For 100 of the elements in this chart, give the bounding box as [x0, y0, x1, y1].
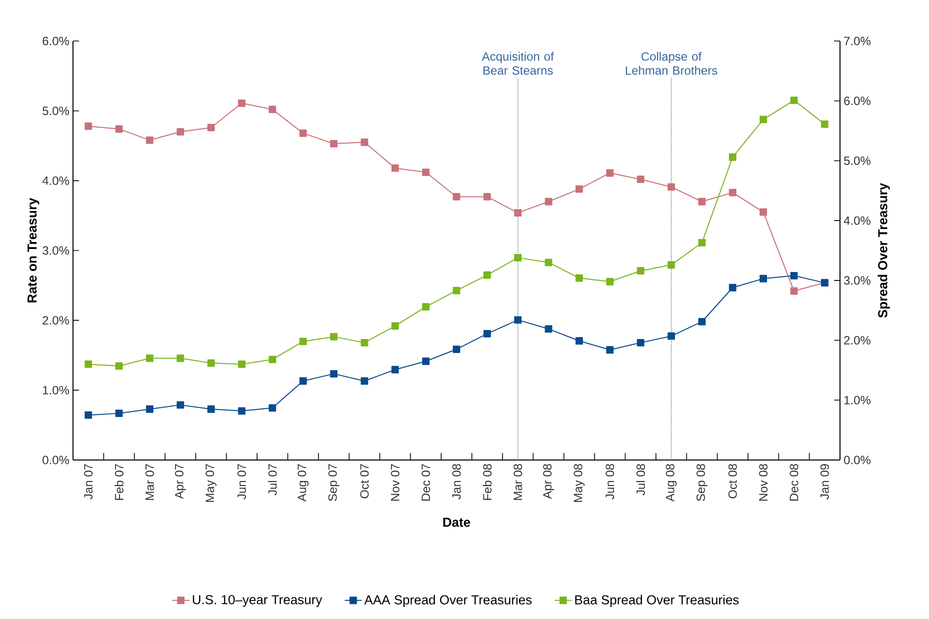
x-tick-label: Jul 08	[636, 464, 645, 496]
point	[483, 271, 491, 279]
y2-tick-label: 7.0%	[844, 36, 870, 46]
point	[636, 176, 644, 183]
point	[636, 338, 644, 346]
y2-tick-label: 4.0%	[844, 216, 870, 225]
point	[84, 411, 92, 419]
point	[115, 410, 123, 418]
x-tick-label: Jan 07	[84, 464, 93, 500]
point	[330, 140, 338, 148]
point	[207, 405, 215, 413]
y2-tick-label: 6.0%	[844, 96, 870, 106]
point	[576, 337, 583, 345]
point	[422, 168, 430, 176]
point	[728, 284, 736, 292]
point	[452, 286, 460, 294]
point	[514, 316, 522, 324]
point	[606, 278, 614, 286]
x-tick-label: Jul 07	[268, 464, 277, 496]
point	[544, 198, 552, 206]
point	[299, 338, 307, 346]
y-tick-label: 1.0%	[43, 386, 70, 394]
point	[238, 99, 246, 107]
x-tick-label: May 07	[206, 464, 216, 502]
x-tick-label: Nov 08	[759, 464, 768, 501]
point	[698, 239, 706, 246]
point	[422, 303, 430, 310]
y2-tick-label: 3.0%	[844, 276, 870, 285]
y-tick-label: 0.0%	[42, 456, 70, 464]
point	[146, 405, 154, 413]
y-axis-title: Rate on Treasury	[28, 198, 40, 302]
point	[176, 401, 184, 409]
point	[760, 208, 768, 216]
point	[360, 338, 368, 346]
legend-label: U.S. 10–year Treasury	[192, 595, 322, 607]
point	[176, 354, 184, 362]
point	[760, 274, 768, 282]
x-tick-label: Nov 07	[390, 464, 400, 501]
x-tick-label: Jun 08	[606, 464, 614, 500]
x-tick-label: Jun 07	[238, 464, 246, 500]
point	[452, 346, 460, 353]
x-tick-label: Sep 08	[696, 464, 708, 502]
x-tick-label: Apr 08	[543, 464, 554, 499]
legend-label: AAA Spread Over Treasuries	[364, 594, 532, 608]
x-tick-label: Dec 07	[422, 464, 430, 501]
point	[299, 129, 307, 137]
x-tick-label: Oct 07	[360, 464, 369, 498]
y2-tick-label: 1.0%	[844, 396, 870, 404]
point	[238, 407, 246, 415]
point	[514, 254, 522, 262]
x-tick-label: Jan 08	[452, 464, 461, 500]
ref-line-label: Collapse of Lehman Brothers	[626, 52, 718, 75]
point	[330, 332, 338, 340]
y2-tick-label: 2.0%	[844, 336, 870, 345]
point	[606, 346, 614, 354]
y-tick-label: 6.0%	[42, 36, 70, 46]
point	[576, 185, 583, 193]
point	[668, 332, 675, 340]
y-tick-label: 3.0%	[42, 246, 70, 255]
point	[483, 193, 491, 200]
y2-tick-label: 0.0%	[844, 456, 870, 464]
point	[544, 258, 552, 266]
point	[115, 125, 123, 133]
x-tick-label: Feb 08	[482, 464, 492, 500]
point	[790, 272, 798, 280]
x-tick-label: May 08	[574, 464, 585, 502]
y2-tick-label: 5.0%	[844, 156, 870, 165]
point	[728, 188, 736, 196]
point	[146, 136, 154, 144]
x-tick-label: Jan 09	[820, 464, 829, 500]
y-tick-label: 2.0%	[42, 316, 70, 325]
point	[668, 183, 675, 191]
point	[790, 96, 798, 104]
x-tick-label: Dec 08	[790, 464, 798, 501]
point	[299, 377, 307, 385]
point	[330, 370, 338, 378]
point	[115, 362, 123, 370]
point	[391, 322, 399, 330]
point	[84, 360, 92, 368]
x-tick-label: Sep 07	[328, 464, 340, 502]
point	[207, 124, 215, 132]
point	[820, 120, 828, 128]
point	[668, 261, 675, 269]
point	[576, 274, 583, 282]
point	[268, 356, 276, 364]
point	[268, 106, 276, 114]
point	[391, 366, 399, 374]
point	[698, 198, 706, 206]
x-tick-label: Apr 07	[174, 464, 186, 499]
point	[360, 138, 368, 146]
point	[207, 359, 215, 367]
point	[760, 116, 768, 124]
point	[483, 330, 491, 338]
point	[360, 377, 368, 385]
x-tick-label: Oct 08	[728, 464, 737, 498]
point	[636, 267, 644, 275]
x-tick-label: Mar 07	[145, 464, 154, 500]
point	[728, 153, 736, 161]
x-tick-label: Aug 08	[666, 464, 677, 502]
point	[606, 169, 614, 177]
